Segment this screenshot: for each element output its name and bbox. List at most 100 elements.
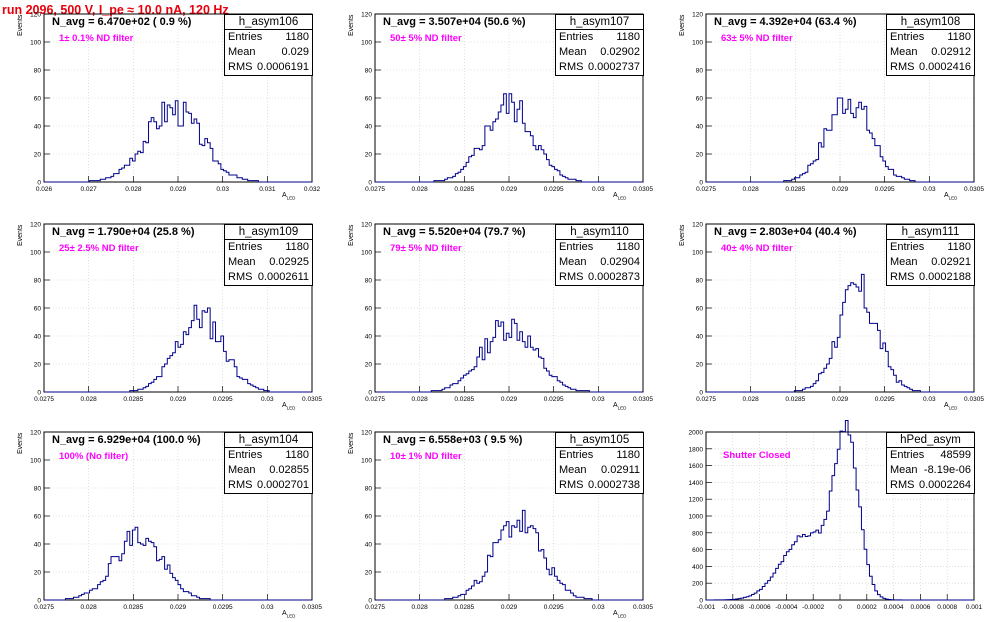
stats-key: Entries — [890, 241, 925, 253]
y-tick-label: 40 — [34, 542, 42, 549]
y-tick-label: 40 — [34, 124, 42, 131]
y-tick-label: 0 — [699, 390, 703, 397]
stats-row-rms: RMS 0.0002188 — [887, 270, 974, 285]
y-tick-label: 1000 — [689, 514, 704, 521]
histogram-panel-hPed_asym: -0.001 -0.0008 -0.0006 -0.0004 -0.0002 0 0.000… — [689, 419, 983, 611]
x-tick-label: 0.0295 — [544, 396, 564, 403]
x-tick-label: 0.0285 — [123, 604, 143, 611]
y-axis-label: Events — [17, 432, 24, 454]
x-tick-label: 0.029 — [501, 604, 518, 611]
x-tick-label: 0.0006 — [910, 604, 930, 611]
stats-row-rms: RMS 0.0002738 — [556, 478, 643, 493]
stats-histogram-name: h_asym105 — [556, 433, 643, 448]
stats-histogram-name: h_asym110 — [556, 225, 643, 240]
stats-value: 0.0002416 — [919, 61, 971, 73]
stats-box: h_asym110 Entries 1180 Mean 0.02904 RMS 0.0002… — [555, 224, 644, 286]
stats-key: RMS — [559, 61, 584, 73]
y-tick-label: 100 — [361, 458, 372, 465]
y-tick-label: 20 — [696, 152, 704, 159]
stats-value: 1180 — [616, 449, 640, 461]
stats-box: h_asym107 Entries 1180 Mean 0.02902 RMS 0.0002… — [555, 14, 644, 76]
stats-row-entries: Entries 48599 — [887, 448, 974, 463]
x-tick-label: -0.0006 — [749, 604, 771, 611]
x-tick-label: 0.026 — [36, 186, 53, 193]
x-tick-label: 0.032 — [304, 186, 321, 193]
y-tick-label: 100 — [30, 458, 41, 465]
n-avg-label: N_avg = 5.520e+04 (79.7 %) — [383, 226, 526, 238]
x-tick-label: 0.0275 — [696, 186, 716, 193]
stats-value: 0.0002737 — [588, 61, 640, 73]
stats-row-mean: Mean 0.02925 — [225, 255, 312, 270]
y-tick-label: 80 — [696, 68, 704, 75]
x-tick-label: 0.0295 — [213, 396, 233, 403]
histogram-line — [375, 93, 643, 183]
stats-row-mean: Mean 0.02912 — [887, 45, 974, 60]
y-tick-label: 100 — [692, 250, 703, 257]
stats-key: Mean — [559, 256, 587, 268]
y-tick-label: 40 — [34, 334, 42, 341]
x-tick-label: 0.0285 — [785, 186, 805, 193]
stats-key: Entries — [228, 31, 263, 43]
x-tick-label: 0.028 — [81, 396, 98, 403]
x-tick-label: 0.0305 — [633, 396, 653, 403]
stats-value: 1180 — [947, 241, 971, 253]
x-axis-label: ALED — [613, 402, 627, 411]
y-tick-label: 120 — [361, 430, 372, 437]
y-tick-label: 20 — [34, 362, 42, 369]
x-tick-label: 0.03 — [216, 186, 229, 193]
x-tick-label: 0.0305 — [964, 396, 984, 403]
stats-value: 0.02921 — [931, 256, 971, 268]
y-tick-label: 60 — [34, 514, 42, 521]
x-tick-label: 0.0275 — [696, 396, 716, 403]
filter-annotation: 79± 5% ND filter — [390, 243, 462, 254]
y-tick-label: 60 — [365, 514, 373, 521]
y-tick-label: 0 — [699, 180, 703, 187]
x-tick-label: 0.029 — [170, 604, 187, 611]
n-avg-label: N_avg = 3.507e+04 (50.6 %) — [383, 16, 526, 28]
stats-key: Mean — [228, 256, 256, 268]
stats-value: 0.02911 — [601, 464, 640, 476]
x-tick-label: 0.0004 — [884, 604, 904, 611]
x-tick-label: 0.0275 — [34, 604, 54, 611]
stats-key: Mean — [559, 46, 587, 58]
stats-value: 0.029 — [281, 46, 309, 58]
y-tick-label: 20 — [34, 570, 42, 577]
stats-value: 0.02902 — [600, 46, 640, 58]
histogram-line — [706, 419, 974, 601]
y-tick-label: 0 — [37, 390, 41, 397]
x-tick-label: -0.0008 — [722, 604, 744, 611]
stats-key: Mean — [890, 464, 918, 476]
stats-value: 0.0002264 — [919, 479, 971, 491]
filter-annotation: Shutter Closed — [723, 450, 791, 461]
x-tick-label: 0.0305 — [964, 186, 984, 193]
stats-key: RMS — [559, 479, 584, 491]
plot-area: 0.0275 0.028 0.0285 0.029 0.0295 0.03 0.0305 0 2… — [30, 430, 322, 612]
histogram-panel-h_asym105: 0.0275 0.028 0.0285 0.029 0.0295 0.03 0.0305 0 2… — [348, 430, 653, 619]
x-tick-label: 0.0275 — [365, 604, 385, 611]
stats-box: h_asym109 Entries 1180 Mean 0.02925 RMS 0.0002… — [224, 224, 313, 286]
stats-row-rms: RMS 0.0002611 — [225, 270, 312, 285]
x-tick-label: 0.029 — [501, 396, 518, 403]
stats-box: h_asym108 Entries 1180 Mean 0.02912 RMS 0.0002… — [886, 14, 975, 76]
y-tick-label: 100 — [361, 250, 372, 257]
y-tick-label: 0 — [368, 598, 372, 605]
x-tick-label: 0.0002 — [857, 604, 877, 611]
stats-box: h_asym106 Entries 1180 Mean 0.029 RMS 0.000619… — [224, 14, 313, 76]
plot-area: 0.0275 0.028 0.0285 0.029 0.0295 0.03 0.0305 0 2… — [361, 222, 653, 404]
stats-key: Mean — [890, 256, 918, 268]
x-tick-label: 0.0275 — [365, 396, 385, 403]
histogram-line — [375, 509, 643, 601]
stats-key: Mean — [890, 46, 918, 58]
x-tick-label: 0.0295 — [875, 186, 895, 193]
x-tick-label: 0.028 — [743, 186, 760, 193]
n-avg-label: N_avg = 2.803e+04 (40.4 %) — [714, 226, 857, 238]
y-tick-label: 120 — [692, 222, 703, 229]
stats-value: 1180 — [947, 31, 971, 43]
histogram-line — [706, 273, 974, 393]
y-tick-label: 0 — [368, 390, 372, 397]
x-tick-label: 0.028 — [125, 186, 142, 193]
stats-key: Entries — [890, 449, 925, 461]
x-tick-label: 0.028 — [412, 396, 429, 403]
stats-value: 0.0002611 — [257, 271, 309, 283]
stats-histogram-name: h_asym104 — [225, 433, 312, 448]
